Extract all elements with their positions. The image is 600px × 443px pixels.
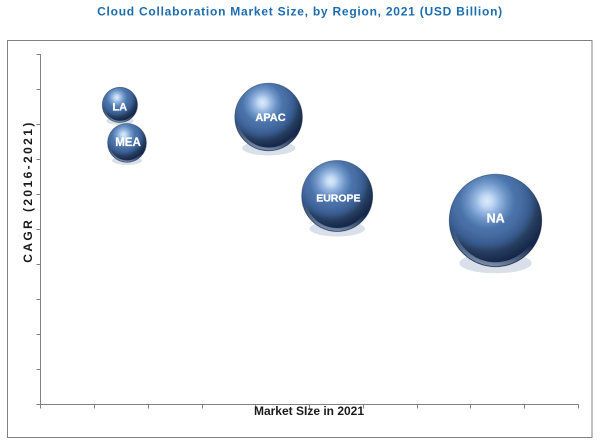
- svg-text:EUROPE: EUROPE: [316, 192, 360, 204]
- svg-text:Market SIze in 2021: Market SIze in 2021: [254, 404, 364, 418]
- svg-text:NA: NA: [487, 212, 505, 226]
- svg-text:Cloud Collaboration Market Siz: Cloud Collaboration Market Size, by Regi…: [97, 5, 503, 19]
- svg-text:LA: LA: [112, 101, 127, 113]
- svg-text:APAC: APAC: [255, 112, 285, 124]
- svg-text:MEA: MEA: [115, 137, 141, 149]
- svg-text:CAGR (2016-2021): CAGR (2016-2021): [21, 120, 35, 262]
